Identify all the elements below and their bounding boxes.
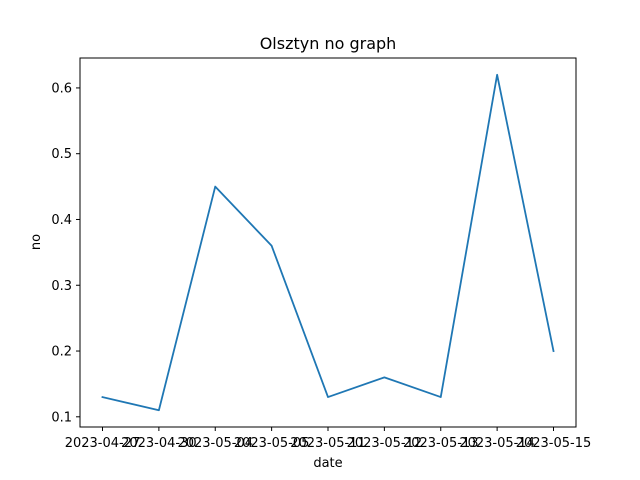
- plot-area: [101, 73, 555, 412]
- x-axis-label: date: [313, 456, 342, 471]
- x-tick-label: 2023-05-12: [347, 436, 423, 451]
- y-tick-label: 0.5: [51, 147, 72, 162]
- y-tick-label: 0.2: [51, 345, 72, 360]
- y-tick-label: 0.4: [51, 213, 72, 228]
- y-tick-label: 0.1: [51, 410, 72, 425]
- x-tick-label: 2023-04-27: [65, 436, 141, 451]
- x-tick-label: 2023-05-13: [403, 436, 479, 451]
- y-tick-label: 0.3: [51, 279, 72, 294]
- x-tick-label: 2023-05-05: [234, 436, 310, 451]
- x-tick-label: 2023-05-04: [177, 436, 253, 451]
- y-axis: 0.1 0.2 0.3 0.4 0.5 0.6: [51, 81, 80, 425]
- y-axis-label: no: [29, 234, 44, 250]
- x-tick-label: 2023-04-30: [121, 436, 197, 451]
- x-axis: 2023-04-272023-04-302023-05-042023-05-05…: [65, 427, 592, 451]
- chart-title: Olsztyn no graph: [260, 34, 397, 53]
- y-tick-label: 0.6: [51, 81, 72, 96]
- x-tick-label: 2023-05-14: [459, 436, 535, 451]
- x-tick-label: 2023-05-11: [290, 436, 366, 451]
- x-tick-label: 2023-05-15: [516, 436, 592, 451]
